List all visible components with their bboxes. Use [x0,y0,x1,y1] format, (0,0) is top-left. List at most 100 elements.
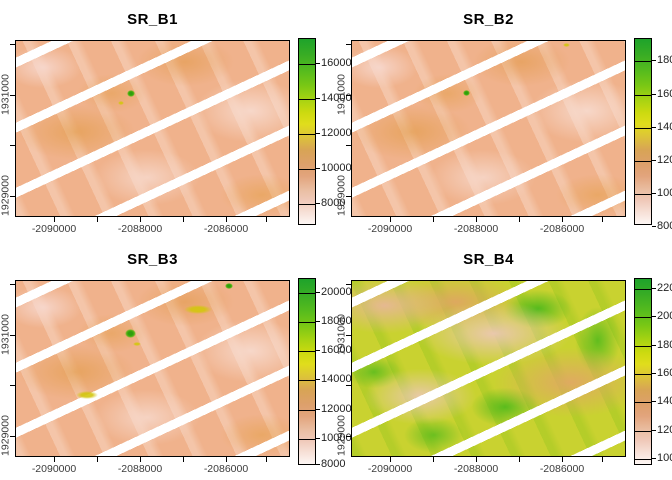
x-tick-label: -2090000 [31,463,77,475]
y-tick-label: 1931000 [335,314,348,355]
legend-divider [635,317,651,318]
panel-sr-b3: SR_B3 -2090000 -2088000 -2086000 1931000… [0,240,352,480]
x-axis-tick [140,217,141,222]
raster-map [15,40,290,217]
x-axis-tick [433,457,434,462]
raster-map [15,280,290,457]
x-tick-label: -2088000 [117,463,163,475]
raster-image [16,41,289,216]
green-spot [125,329,136,338]
legend-label: 20000 [321,286,352,298]
legend-colorbar [634,278,652,465]
legend-label: 18000 [657,54,672,66]
legend-colorbar [298,38,316,225]
x-axis-tick [602,217,603,222]
legend-label: 14000 [321,373,352,385]
legend-label: 18000 [321,315,352,327]
x-axis-tick [433,217,434,222]
legend-label: 22000 [657,282,672,294]
x-axis-tick [226,457,227,462]
legend-tick [316,203,320,204]
x-axis-tick [476,217,477,222]
legend-tick [316,409,320,410]
panel-title: SR_B3 [127,251,178,268]
x-axis-tick [562,217,563,222]
x-tick-label: -2086000 [539,223,585,235]
x-axis-tick [390,457,391,462]
legend-tick [316,98,320,99]
panel-title: SR_B1 [127,11,178,28]
legend-tick [316,292,320,293]
panel-title: SR_B2 [463,11,514,28]
legend-divider [299,293,315,294]
legend-tick [652,345,656,346]
x-tick-label: -2086000 [203,223,249,235]
y-tick-label: 1931000 [0,314,12,355]
legend-divider [635,61,651,62]
x-axis-tick [476,457,477,462]
legend-divider [299,380,315,381]
green-spot [463,90,470,96]
yellow-spot [133,342,141,346]
legend-tick [316,321,320,322]
legend-tick [652,288,656,289]
legend-label: 12000 [657,154,672,166]
legend-tick [652,160,656,161]
yellow-spot [563,43,570,47]
legend-divider [299,351,315,352]
legend-label: 10000 [657,452,672,464]
x-axis-tick [54,217,55,222]
legend-label: 12000 [321,403,352,415]
legend-label: 10000 [657,187,672,199]
legend-label: 8000 [321,458,346,470]
raster-map [351,40,626,217]
legend-label: 14000 [657,395,672,407]
y-tick-label: 1929000 [335,415,348,456]
x-axis-tick [602,457,603,462]
legend-tick [652,316,656,317]
legend-tick [316,438,320,439]
legend-label: 16000 [321,344,352,356]
x-tick-label: -2090000 [31,223,77,235]
legend-divider [299,322,315,323]
y-tick-label: 1931000 [0,74,12,115]
legend-divider [635,289,651,290]
x-tick-label: -2086000 [203,463,249,475]
x-axis-tick [519,217,520,222]
legend-divider [299,169,315,170]
y-tick-label: 1929000 [0,175,12,216]
legend-label: 12000 [657,424,672,436]
legend-label: 8000 [657,220,672,232]
legend-label: 16000 [657,367,672,379]
legend-divider [299,99,315,100]
legend-divider [635,459,651,460]
legend-divider [635,194,651,195]
panel-sr-b2: SR_B2 -2090000 -2088000 -2086000 1931000… [336,0,672,240]
legend-tick [316,379,320,380]
legend-tick [652,373,656,374]
legend-tick [316,350,320,351]
panel-sr-b1: SR_B1 -2090000 -2088000 -2086000 1931000… [0,0,352,240]
legend-colorbar [634,38,652,225]
x-axis-tick [97,457,98,462]
legend-tick [652,127,656,128]
legend-tick [316,168,320,169]
legend-divider [635,431,651,432]
legend-divider [299,204,315,205]
x-tick-label: -2088000 [453,463,499,475]
raster-image [352,41,625,216]
x-axis-tick [390,217,391,222]
legend-label: 10000 [321,162,352,174]
green-spot [127,90,135,97]
x-axis-tick [562,457,563,462]
legend-label: 16000 [657,88,672,100]
x-axis-tick [97,217,98,222]
legend-label: 8000 [321,197,346,209]
raster-image [16,281,289,456]
x-tick-label: -2090000 [367,223,413,235]
panel-sr-b4: SR_B4 -2090000 -2088000 -2086000 1931000… [336,240,672,480]
panel-title: SR_B4 [463,251,514,268]
legend-divider [635,95,651,96]
x-axis-tick [183,217,184,222]
